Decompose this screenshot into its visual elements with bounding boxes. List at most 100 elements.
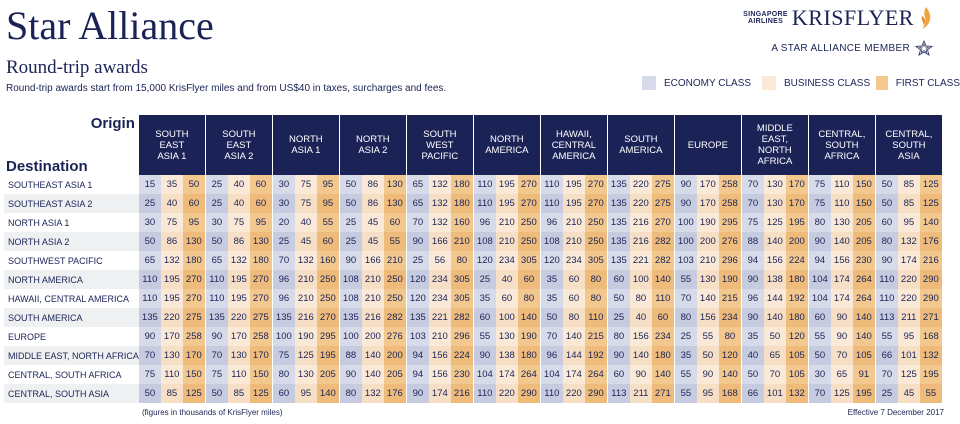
mileage-cell: 86 bbox=[361, 194, 384, 213]
destination-axis-label: Destination bbox=[6, 158, 88, 175]
mileage-cell: 168 bbox=[718, 384, 742, 403]
legend-first: FIRST CLASS bbox=[876, 76, 960, 90]
mileage-cell: 211 bbox=[629, 384, 652, 403]
mileage-cell: 250 bbox=[517, 213, 541, 232]
mileage-cell: 75 bbox=[227, 213, 250, 232]
mileage-cell: 174 bbox=[495, 365, 518, 384]
mileage-cell: 80 bbox=[718, 327, 742, 346]
destination-name: SOUTHEAST ASIA 2 bbox=[4, 194, 139, 213]
mileage-cell: 110 bbox=[875, 270, 898, 289]
mileage-cell: 95 bbox=[316, 175, 340, 194]
mileage-cell: 70 bbox=[830, 346, 853, 365]
mileage-cell: 86 bbox=[361, 175, 384, 194]
mileage-cell: 195 bbox=[852, 384, 876, 403]
mileage-cell: 170 bbox=[227, 327, 250, 346]
mileage-cell: 66 bbox=[875, 346, 898, 365]
table-row: SOUTHEAST ASIA 2 25 40 60 25 40 60 30 75 95 50 86 13… bbox=[4, 194, 943, 213]
mileage-cell: 45 bbox=[294, 232, 317, 251]
mileage-cell: 258 bbox=[182, 327, 206, 346]
mileage-cell: 156 bbox=[830, 251, 853, 270]
mileage-cell: 104 bbox=[808, 270, 831, 289]
mileage-cell: 270 bbox=[584, 175, 608, 194]
mileage-cell: 110 bbox=[227, 365, 250, 384]
mileage-cell: 70 bbox=[540, 327, 563, 346]
mileage-cell: 25 bbox=[339, 232, 362, 251]
mileage-cell: 205 bbox=[316, 365, 340, 384]
mileage-cell: 75 bbox=[272, 346, 295, 365]
mileage-cell: 55 bbox=[696, 327, 719, 346]
mileage-cell: 264 bbox=[517, 365, 541, 384]
mileage-cell: 135 bbox=[607, 251, 630, 270]
mileage-cell: 25 bbox=[205, 175, 228, 194]
origin-header: NORTH ASIA 2 bbox=[339, 115, 407, 175]
mileage-cell: 50 bbox=[607, 289, 630, 308]
mileage-cell: 130 bbox=[495, 327, 518, 346]
mileage-cell: 25 bbox=[607, 308, 630, 327]
mileage-cell: 35 bbox=[741, 327, 764, 346]
mileage-cell: 70 bbox=[674, 289, 697, 308]
mileage-cell: 210 bbox=[495, 213, 518, 232]
mileage-cell: 40 bbox=[629, 308, 652, 327]
mileage-cell: 110 bbox=[138, 289, 161, 308]
mileage-cell: 85 bbox=[897, 175, 920, 194]
mileage-cell: 264 bbox=[584, 365, 608, 384]
mileage-cell: 125 bbox=[249, 384, 273, 403]
mileage-cell: 296 bbox=[450, 327, 474, 346]
mileage-cell: 56 bbox=[428, 251, 451, 270]
mileage-cell: 66 bbox=[741, 384, 764, 403]
mileage-cell: 215 bbox=[718, 289, 742, 308]
mileage-cell: 108 bbox=[473, 232, 496, 251]
destination-name: SOUTHWEST PACIFIC bbox=[4, 251, 139, 270]
mileage-cell: 86 bbox=[160, 232, 183, 251]
mileage-cell: 140 bbox=[718, 365, 742, 384]
table-row: NORTH ASIA 1 30 75 95 30 75 95 20 40 55 25 45 60 70 13… bbox=[4, 213, 943, 232]
mileage-cell: 88 bbox=[339, 346, 362, 365]
mileage-cell: 70 bbox=[272, 251, 295, 270]
mileage-cell: 95 bbox=[897, 213, 920, 232]
mileage-cell: 135 bbox=[607, 175, 630, 194]
mileage-cell: 144 bbox=[763, 289, 786, 308]
mileage-cell: 120 bbox=[785, 327, 809, 346]
mileage-cell: 200 bbox=[696, 232, 719, 251]
mileage-cell: 94 bbox=[406, 365, 429, 384]
mileage-cell: 60 bbox=[495, 289, 518, 308]
mileage-cell: 110 bbox=[540, 175, 563, 194]
table-row: SOUTH AMERICA 135 220 275 135 220 275 135 216 270… bbox=[4, 308, 943, 327]
mileage-cell: 55 bbox=[875, 327, 898, 346]
mileage-cell: 110 bbox=[875, 289, 898, 308]
mileage-cell: 60 bbox=[651, 308, 675, 327]
mileage-cell: 50 bbox=[741, 365, 764, 384]
mileage-cell: 140 bbox=[763, 232, 786, 251]
mileage-cell: 80 bbox=[562, 308, 585, 327]
krisflyer-wordmark: KRISFLYER bbox=[791, 5, 914, 30]
mileage-cell: 96 bbox=[540, 346, 563, 365]
page-subtitle: Round-trip awards bbox=[6, 57, 148, 78]
mileage-cell: 30 bbox=[205, 213, 228, 232]
mileage-cell: 125 bbox=[294, 346, 317, 365]
mileage-cell: 282 bbox=[383, 308, 407, 327]
origin-header: SOUTH AMERICA bbox=[607, 115, 675, 175]
mileage-cell: 220 bbox=[495, 384, 518, 403]
mileage-cell: 60 bbox=[808, 308, 831, 327]
mileage-cell: 88 bbox=[741, 232, 764, 251]
legend-business: BUSINESS CLASS bbox=[762, 76, 876, 90]
origin-axis-label: Origin bbox=[90, 115, 135, 132]
mileage-cell: 195 bbox=[495, 194, 518, 213]
mileage-cell: 104 bbox=[808, 289, 831, 308]
mileage-cell: 100 bbox=[495, 308, 518, 327]
mileage-cell: 270 bbox=[182, 270, 206, 289]
mileage-cell: 180 bbox=[785, 308, 809, 327]
mileage-cell: 30 bbox=[138, 213, 161, 232]
mileage-cell: 135 bbox=[272, 308, 295, 327]
mileage-cell: 90 bbox=[406, 384, 429, 403]
mileage-cell: 192 bbox=[785, 289, 809, 308]
destination-name: SOUTH AMERICA bbox=[4, 308, 139, 327]
mileage-cell: 40 bbox=[227, 175, 250, 194]
mileage-cell: 170 bbox=[785, 175, 809, 194]
mileage-cell: 150 bbox=[852, 175, 876, 194]
mileage-cell: 50 bbox=[138, 232, 161, 251]
mileage-cell: 224 bbox=[785, 251, 809, 270]
mileage-cell: 100 bbox=[674, 232, 697, 251]
mileage-cell: 275 bbox=[651, 194, 675, 213]
mileage-cell: 110 bbox=[138, 270, 161, 289]
